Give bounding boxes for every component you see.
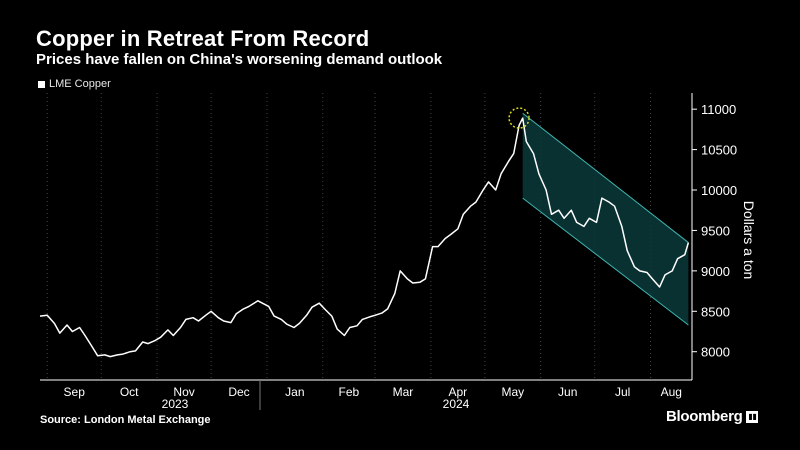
month-label: Oct xyxy=(120,385,139,399)
month-label: Apr xyxy=(449,385,468,399)
downtrend-channel xyxy=(522,112,689,326)
y-axis-label: Dollars a ton xyxy=(741,201,757,280)
month-label: Jul xyxy=(615,385,630,399)
legend: LME Copper xyxy=(38,78,111,90)
month-label: Jun xyxy=(558,385,577,399)
y-tick-label: 11000 xyxy=(701,102,736,117)
y-tick-label: 9000 xyxy=(701,264,730,279)
channel-upper-line xyxy=(522,112,689,243)
y-tick-label: 10000 xyxy=(701,183,737,198)
month-label: Nov xyxy=(173,385,194,399)
brand-logo: Bloomberg ▮▮ xyxy=(666,408,759,425)
series-line-lme-copper xyxy=(39,117,690,358)
month-label: Mar xyxy=(393,385,414,399)
chart-subtitle: Prices have fallen on China's worsening … xyxy=(36,51,443,68)
terminal-icon: ▮▮ xyxy=(746,410,759,423)
year-label: 2023 xyxy=(162,397,189,411)
y-tick-label: 9500 xyxy=(701,223,730,238)
chart-title: Copper in Retreat From Record xyxy=(36,26,370,51)
channel-lower-line xyxy=(522,197,689,326)
month-label: May xyxy=(501,385,524,399)
y-tick-label: 8500 xyxy=(701,304,730,319)
legend-swatch xyxy=(38,80,45,88)
brand-name: Bloomberg xyxy=(666,408,743,425)
legend-label: LME Copper xyxy=(49,78,111,90)
month-label: Jan xyxy=(285,385,304,399)
x-tick-labels: Sep Oct Nov Dec Jan Feb Mar Apr May Jun Jul Aug 2023… xyxy=(64,385,682,411)
year-label: 2024 xyxy=(443,397,470,411)
month-label: Dec xyxy=(228,385,249,399)
month-label: Sep xyxy=(64,385,86,399)
month-label: Aug xyxy=(661,385,682,399)
axes xyxy=(40,93,697,410)
y-tick-label: 10500 xyxy=(701,143,737,158)
channel-fill xyxy=(522,113,689,326)
month-label: Feb xyxy=(339,385,360,399)
source-note: Source: London Metal Exchange xyxy=(40,414,211,426)
grid-lines xyxy=(46,93,652,380)
y-tick-labels: 8000 8500 9000 9500 10000 10500 11000 xyxy=(701,102,737,360)
y-tick-label: 8000 xyxy=(701,345,730,360)
